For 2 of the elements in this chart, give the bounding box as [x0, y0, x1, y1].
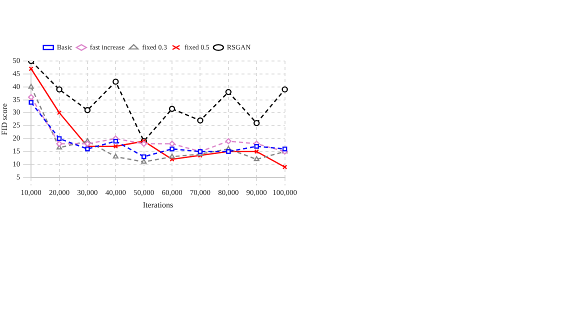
y-axis-title: FID score: [0, 102, 9, 136]
x-axis-title: Iterations: [142, 200, 174, 210]
